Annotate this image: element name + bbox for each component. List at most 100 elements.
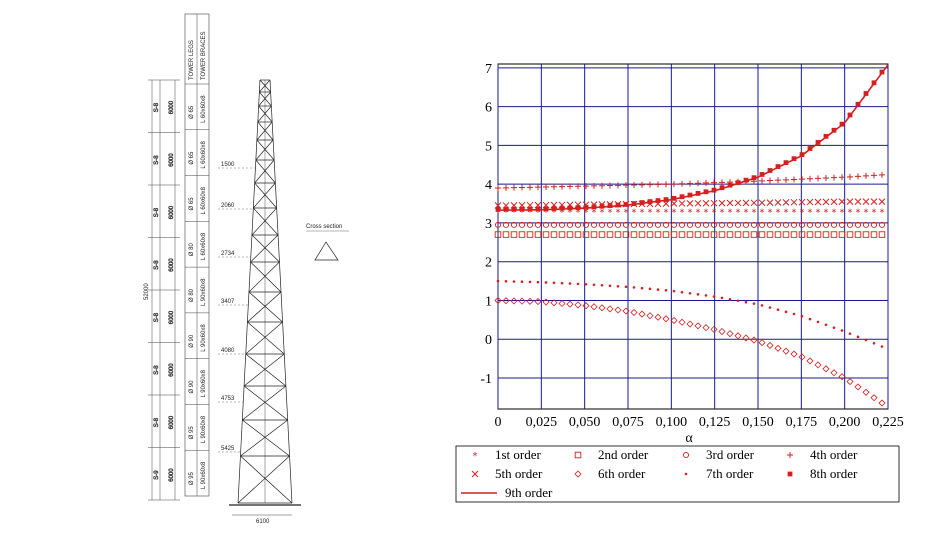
marker-square [686,231,694,238]
marker-dot [832,326,836,329]
marker-plus [807,175,813,182]
marker-circle [638,221,646,228]
marker-dot [528,280,532,284]
marker-circle [622,221,630,228]
tower-brace-label: L 60x60x8 [201,186,207,214]
segment-length-label: 6000 [169,100,175,114]
marker-circle [870,221,878,228]
segment-label: S-8 [154,365,160,375]
marker-plus [511,184,517,191]
tower-leg-label: Ø 95 [189,426,195,440]
tower-leg-label: Ø 65 [189,105,195,119]
marker-circle [558,221,566,228]
marker-circle [574,221,582,228]
marker-x [870,198,878,205]
marker-circle [798,221,806,228]
marker-circle [502,221,510,228]
segment-length-label: 6000 [169,258,175,272]
marker-circle [686,221,694,228]
marker-diamond [526,297,534,305]
marker-diamond [718,327,726,336]
marker-dot [712,295,716,298]
marker-dot [496,279,500,283]
marker-x [854,198,862,205]
marker-dot [688,291,692,295]
marker-star: * [520,207,525,218]
marker-circle [782,221,790,228]
marker-dot [760,304,764,307]
series-1st-order: * * * * * * * * * * * * * * * * * * * * * * * * * * * * * * * * * * * * * * * *… [496,207,885,218]
marker-star: * [544,207,549,218]
marker-diamond [630,308,638,317]
marker-circle [510,221,518,228]
marker-diamond [550,299,558,307]
marker-plus [631,182,637,189]
marker-star: * [800,207,805,218]
marker-diamond [614,306,622,314]
marker-square [550,231,558,238]
marker-plus [719,179,725,186]
marker-square [766,231,774,238]
marker-plus [623,182,629,189]
marker-star: * [680,207,685,218]
marker-circle [742,221,750,228]
legend-label: 6th order [598,466,646,481]
marker-circle [534,221,542,228]
marker-dot [560,281,564,285]
marker-star: * [664,207,669,218]
marker-square [574,451,582,459]
marker-star: * [512,207,517,218]
marker-star: * [696,207,701,218]
cross-section-label: Cross section [306,224,342,230]
chart-grid [497,64,889,409]
marker-diamond [646,312,654,320]
marker-diamond [782,347,790,355]
marker-dot [584,282,588,286]
marker-dot [648,287,652,291]
marker-circle [822,221,830,228]
legend-label: 8th order [810,466,858,481]
marker-star: * [704,207,709,218]
total-height-label: 52000 [144,283,150,300]
marker-x [790,198,798,206]
marker-plus [663,181,669,188]
marker-diamond [574,301,582,309]
tower-brace-label: L 90x60x8 [201,415,207,443]
marker-plus [639,181,645,188]
marker-square [502,231,510,238]
marker-circle [838,221,846,228]
marker-dot [552,281,556,285]
marker-circle [526,221,534,228]
marker-dot [592,283,596,287]
marker-plus [615,182,621,189]
marker-star: * [473,451,478,462]
marker-diamond [502,297,510,305]
marker-circle [646,221,654,228]
marker-star: * [672,207,677,218]
marker-star: * [784,207,789,218]
tower-drawing: TOWER LEGS TOWER BRACES Ø 65 L 60x60x8 Ø 6… [144,13,349,525]
x-axis-ticks: 0 0,025 0,050 0,075 0,100 0,125 0,150 0,175 0,20… [495,415,904,430]
marker-circle [518,221,526,228]
marker-circle [846,221,854,228]
marker-diamond [558,299,566,308]
y-axis-ticks: -1 0 1 2 3 4 5 6 7 [480,62,492,387]
marker-diamond [726,330,734,338]
marker-square [622,231,630,238]
marker-diamond [582,302,590,310]
marker-x [734,199,742,207]
tower-diagonal-brace [253,207,279,236]
marker-square [726,231,734,238]
marker-dot [536,280,540,284]
marker-square [878,231,886,238]
marker-dot [512,280,516,283]
y-tick-label: 2 [485,256,492,271]
header-tower-legs: TOWER LEGS [189,40,195,80]
x-tick-label: 0,075 [612,415,644,430]
marker-plus [543,183,549,190]
marker-diamond [854,383,862,391]
marker-square [830,231,838,238]
marker-circle [494,221,502,228]
marker-circle [542,221,550,228]
marker-square [542,231,550,238]
